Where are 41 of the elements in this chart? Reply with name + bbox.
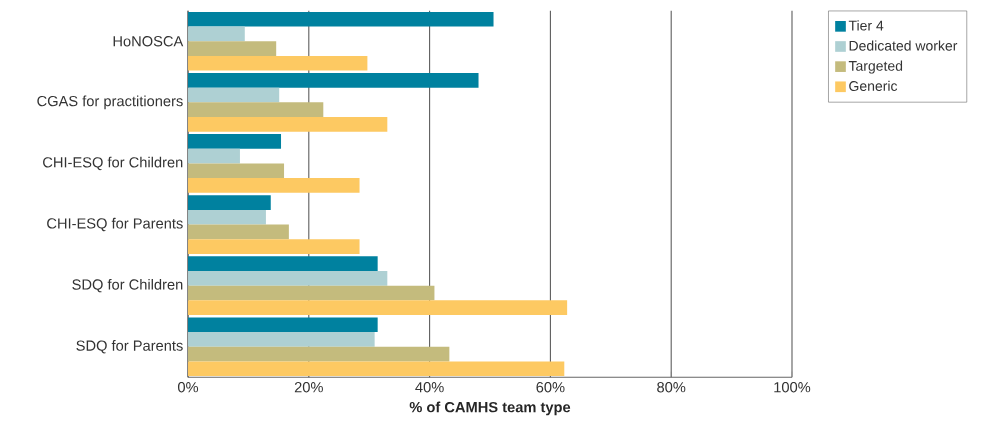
bar xyxy=(188,163,285,179)
bar xyxy=(188,87,280,103)
bar xyxy=(188,332,375,347)
bar xyxy=(188,102,324,117)
y-tick-label: SDQ for Children xyxy=(72,278,183,293)
bar xyxy=(188,178,360,193)
bar xyxy=(188,55,368,71)
bar xyxy=(188,361,565,377)
legend-label: Tier 4 xyxy=(848,20,884,31)
bar xyxy=(188,195,271,210)
bar xyxy=(188,346,450,362)
x-tick-label: 20% xyxy=(294,382,323,393)
legend-label: Targeted xyxy=(848,60,903,74)
y-tick-label: HoNOSCA xyxy=(113,36,184,47)
x-axis-title: % of CAMHS team type xyxy=(409,401,571,416)
x-tick-label: 100% xyxy=(774,382,811,393)
bar xyxy=(188,271,388,286)
y-tick-label: CHI-ESQ for Parents xyxy=(47,217,183,232)
bar xyxy=(188,148,240,164)
bar xyxy=(188,41,277,56)
x-tick-label: 80% xyxy=(657,382,686,393)
y-tick-label: CHI-ESQ for Children xyxy=(43,156,183,171)
bar xyxy=(188,256,378,271)
legend-label: Dedicated worker xyxy=(849,40,958,51)
bar xyxy=(188,209,266,225)
y-tick-label: SDQ for Parents xyxy=(76,340,183,354)
bar xyxy=(188,117,388,132)
bar xyxy=(188,26,245,42)
x-tick-label: 60% xyxy=(536,382,565,393)
legend-label: Generic xyxy=(849,80,898,91)
y-tick-label: CGAS for practitioners xyxy=(37,95,183,110)
bar xyxy=(188,224,289,240)
bar xyxy=(188,11,494,27)
bar xyxy=(188,239,360,254)
bar xyxy=(188,300,568,315)
x-tick-label: 40% xyxy=(415,382,444,393)
bar xyxy=(188,317,378,333)
x-tick-label: 0% xyxy=(177,382,199,393)
bar xyxy=(188,134,282,149)
bar xyxy=(188,73,479,88)
bar xyxy=(188,285,435,301)
